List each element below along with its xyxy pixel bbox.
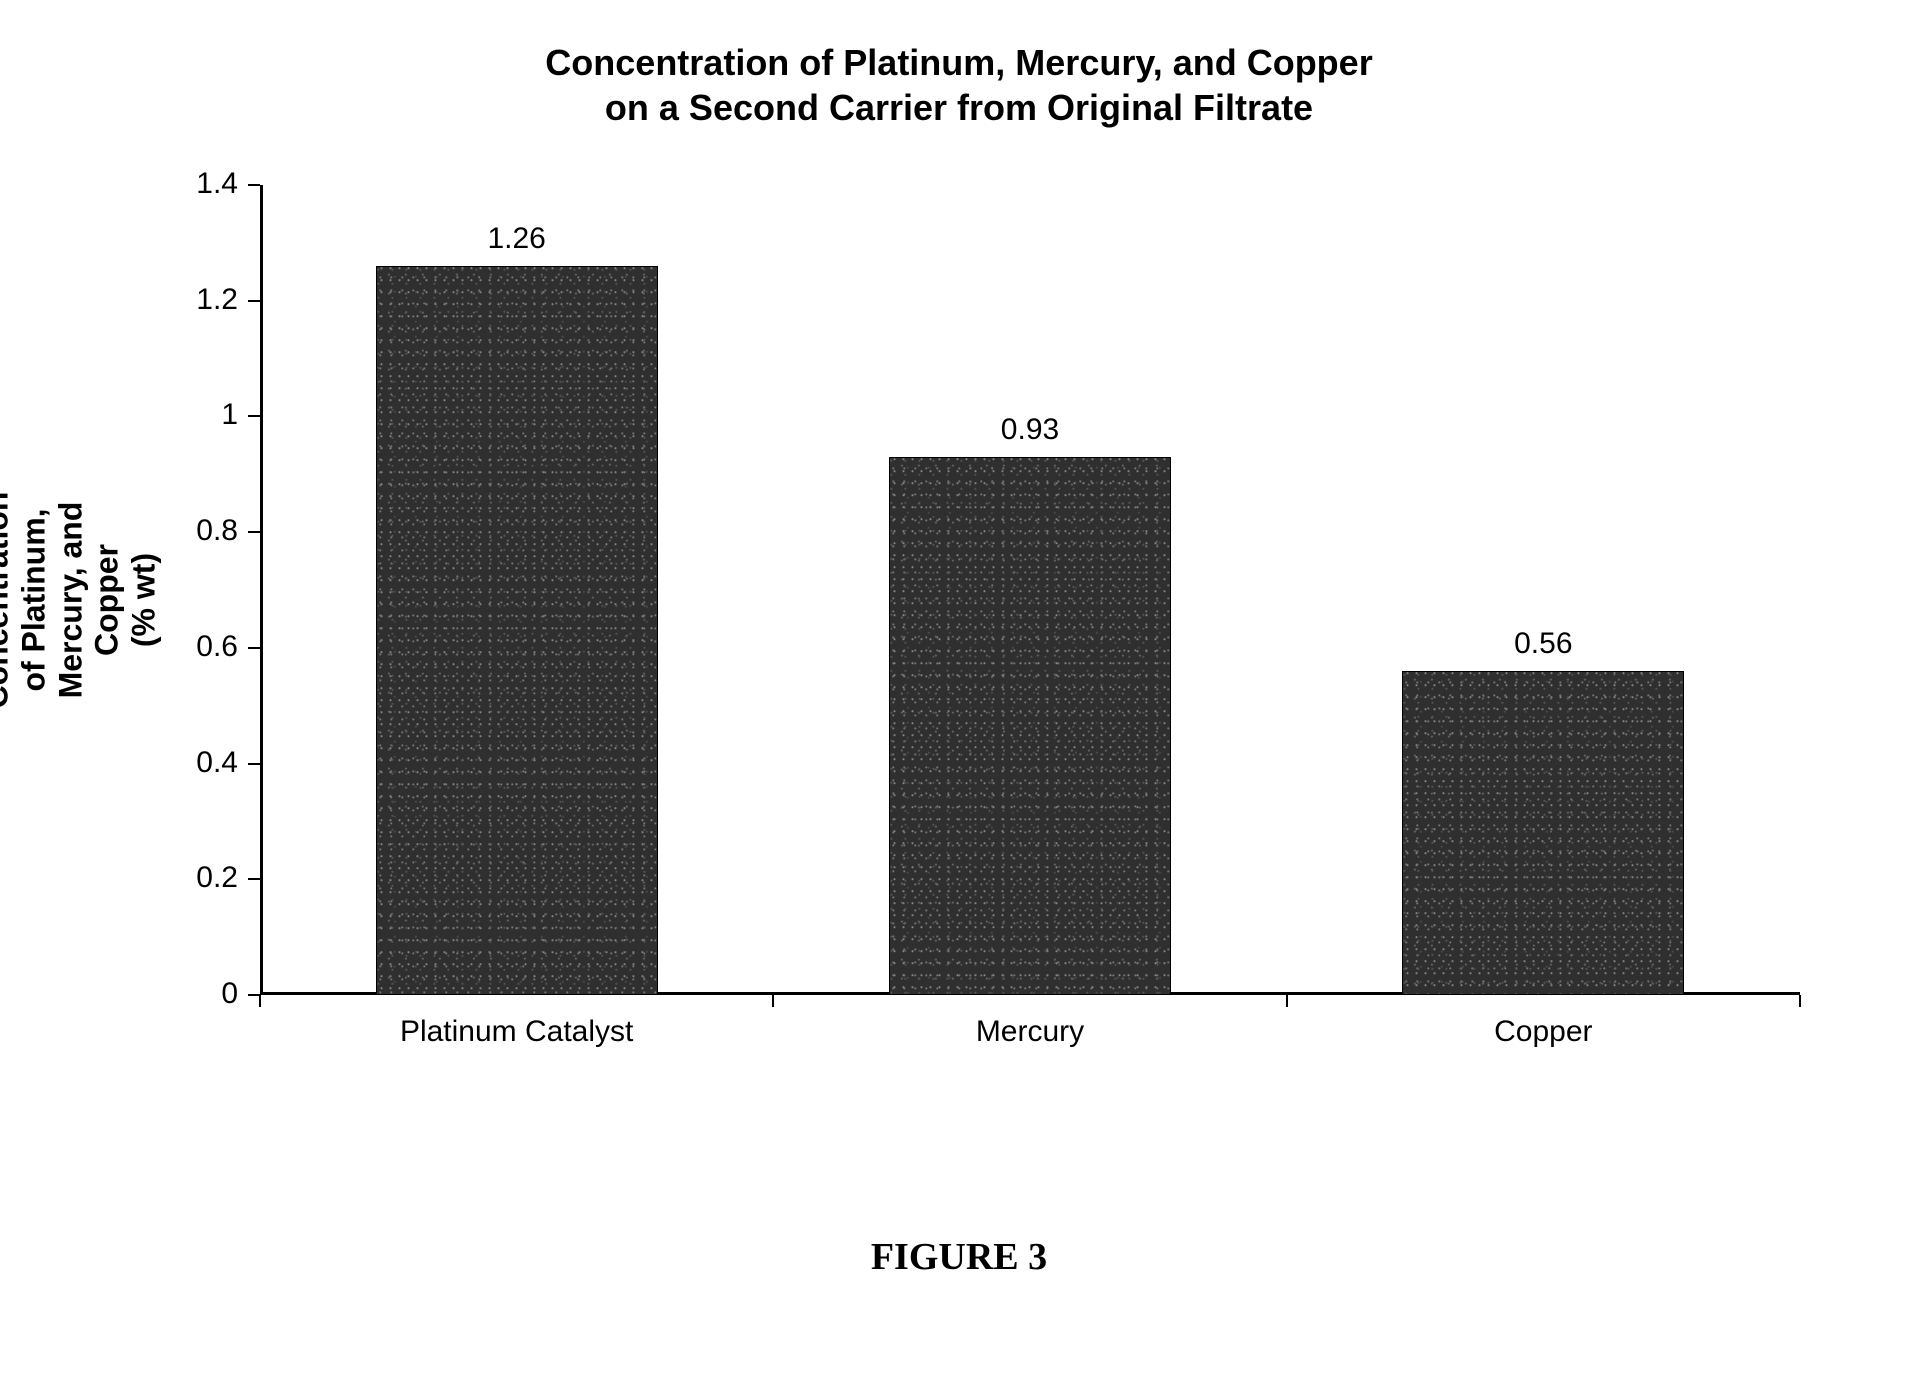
x-tick-label: Copper	[1287, 1015, 1800, 1049]
plot-area: 00.20.40.60.811.21.41.26Platinum Catalys…	[260, 185, 1800, 995]
y-tick	[248, 184, 260, 186]
bar	[376, 266, 658, 995]
bar-value-label: 0.56	[1443, 627, 1643, 661]
page: Concentration of Platinum, Mercury, and …	[0, 0, 1918, 1399]
y-tick-label: 0.6	[158, 630, 238, 664]
y-tick-label: 0.2	[158, 861, 238, 895]
x-tick	[259, 995, 261, 1007]
bar-value-label: 1.26	[417, 222, 617, 256]
y-axis-line	[260, 185, 263, 995]
y-axis-label-wrap: Concentration of Platinum, Mercury, and …	[40, 150, 100, 1050]
bar	[1402, 671, 1684, 995]
y-tick-label: 0.8	[158, 514, 238, 548]
bar	[889, 457, 1171, 995]
y-axis-label: Concentration of Platinum, Mercury, and …	[0, 492, 162, 709]
x-tick	[1799, 995, 1801, 1007]
x-tick	[1286, 995, 1288, 1007]
x-tick-label: Mercury	[773, 1015, 1286, 1049]
figure-caption: FIGURE 3	[0, 1235, 1918, 1279]
y-tick	[248, 300, 260, 302]
y-tick-label: 1.4	[158, 167, 238, 201]
y-tick-label: 1	[158, 398, 238, 432]
y-tick	[248, 763, 260, 765]
chart-title: Concentration of Platinum, Mercury, and …	[0, 40, 1918, 130]
y-tick-label: 0.4	[158, 746, 238, 780]
y-tick	[248, 531, 260, 533]
x-tick-label: Platinum Catalyst	[260, 1015, 773, 1049]
y-tick	[248, 415, 260, 417]
y-tick	[248, 647, 260, 649]
y-tick-label: 1.2	[158, 283, 238, 317]
y-tick	[248, 878, 260, 880]
x-tick	[772, 995, 774, 1007]
bar-value-label: 0.93	[930, 413, 1130, 447]
y-tick-label: 0	[158, 977, 238, 1011]
